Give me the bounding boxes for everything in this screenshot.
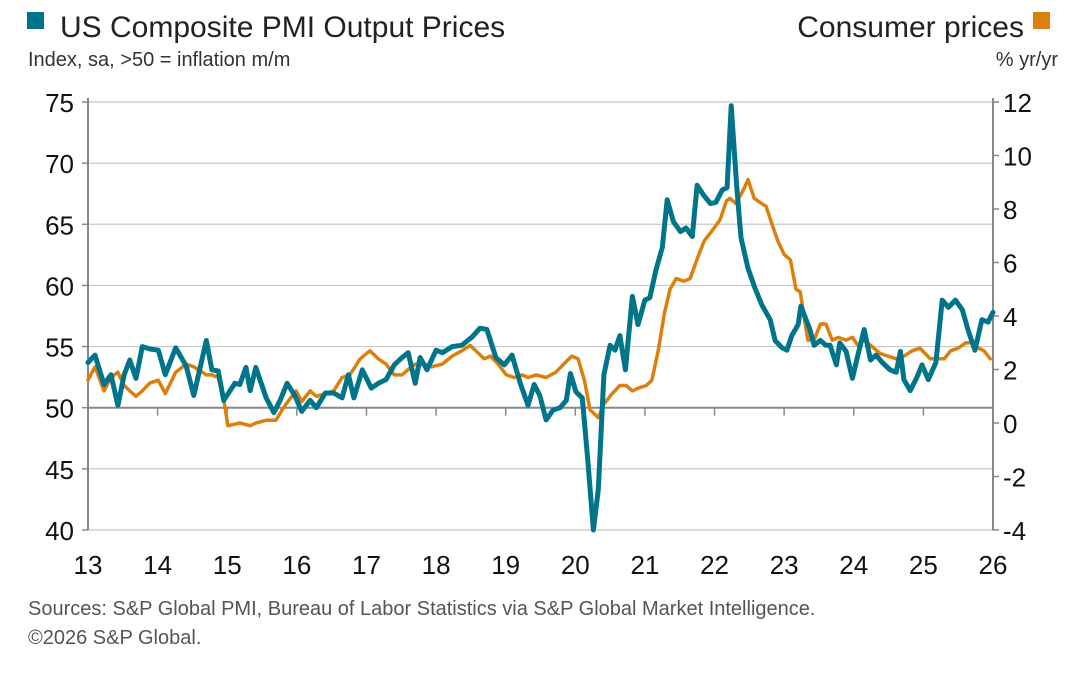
x-tick-label: 16	[282, 550, 311, 580]
left-tick-label: 60	[45, 271, 74, 301]
left-tick-label: 40	[45, 516, 74, 546]
x-tick-label: 14	[143, 550, 172, 580]
left-tick-label: 50	[45, 394, 74, 424]
right-tick-label: 10	[1003, 142, 1032, 172]
right-tick-label: 2	[1003, 356, 1017, 386]
x-tick-label: 17	[352, 550, 381, 580]
left-tick-label: 65	[45, 210, 74, 240]
x-tick-label: 22	[700, 550, 729, 580]
subtitle-left: Index, sa, >50 = inflation m/m	[28, 49, 290, 71]
pmi-line	[85, 103, 996, 533]
x-tick-label: 26	[979, 550, 1008, 580]
right-tick-label: 8	[1003, 195, 1017, 225]
title-left: US Composite PMI Output Prices	[60, 11, 505, 44]
subtitle-right: % yr/yr	[996, 49, 1059, 71]
x-tick-label: 23	[770, 550, 799, 580]
legend-swatch-cpi	[1033, 12, 1050, 29]
right-tick-label: 6	[1003, 249, 1017, 279]
source-note: Sources: S&P Global PMI, Bureau of Labor…	[28, 598, 815, 620]
x-tick-label: 19	[491, 550, 520, 580]
x-tick-label: 18	[422, 550, 451, 580]
cpi-line	[86, 177, 992, 428]
left-tick-label: 70	[45, 149, 74, 179]
x-tick-label: 21	[630, 550, 659, 580]
right-tick-label: 4	[1003, 302, 1017, 332]
x-tick-label: 24	[839, 550, 868, 580]
x-tick-label: 13	[74, 550, 103, 580]
x-tick-label: 25	[909, 550, 938, 580]
right-tick-label: -2	[1003, 463, 1026, 493]
left-tick-label: 45	[45, 455, 74, 485]
right-tick-label: 0	[1003, 409, 1017, 439]
left-tick-label: 75	[45, 88, 74, 118]
legend-swatch-pmi	[27, 12, 44, 29]
x-tick-label: 20	[561, 550, 590, 580]
right-tick-label: -4	[1003, 516, 1026, 546]
right-tick-label: 12	[1003, 88, 1032, 118]
copyright-note: ©2026 S&P Global.	[28, 627, 201, 649]
x-tick-label: 15	[213, 550, 242, 580]
left-tick-label: 55	[45, 333, 74, 363]
title-right: Consumer prices	[797, 11, 1024, 44]
